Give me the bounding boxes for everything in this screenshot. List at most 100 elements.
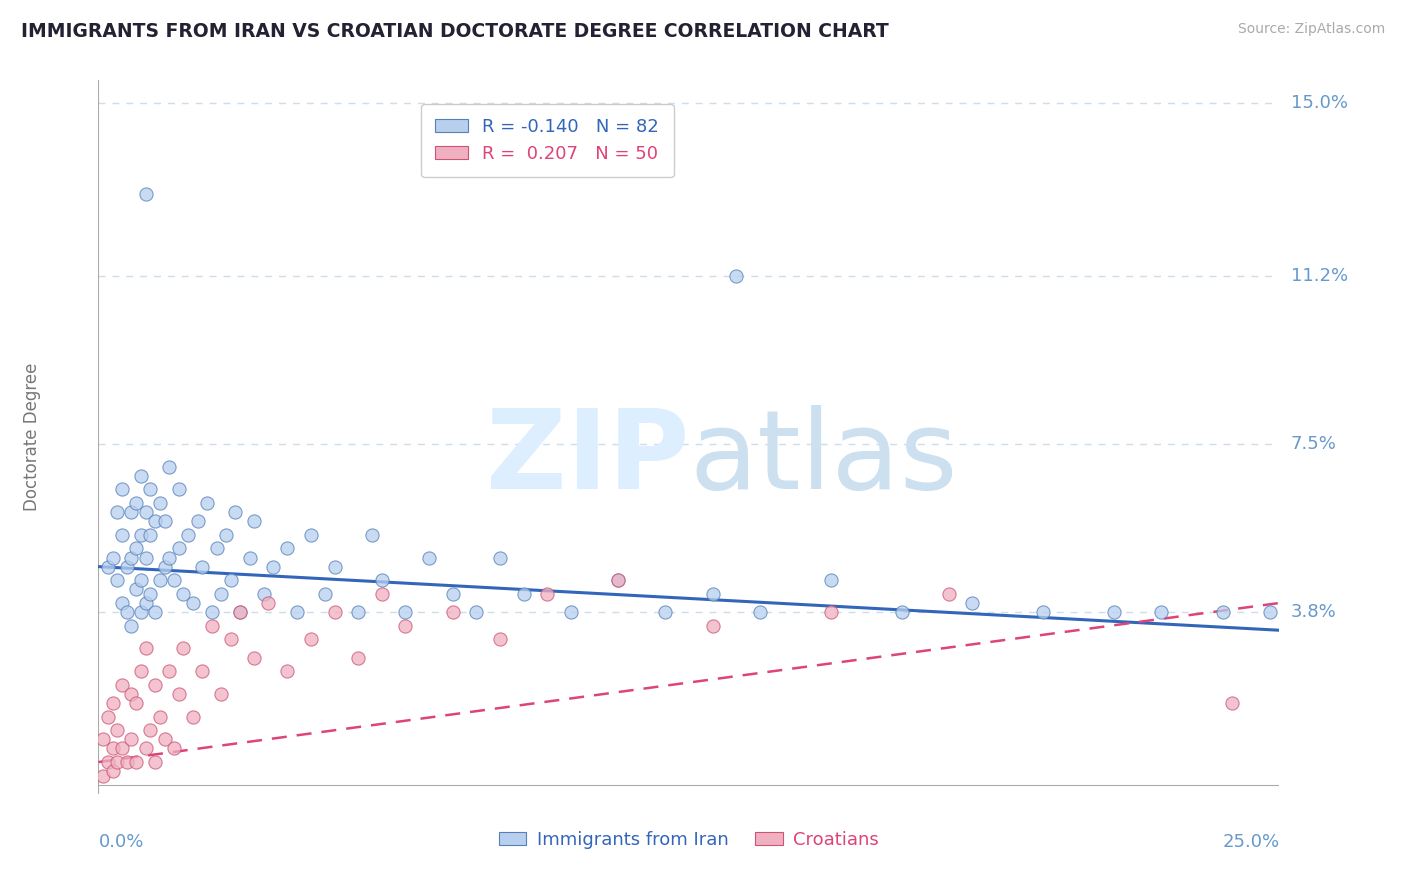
Point — [129, 528, 152, 542]
Point — [149, 574, 172, 588]
Point — [121, 550, 143, 565]
Point — [1102, 605, 1125, 619]
Point — [129, 574, 152, 588]
Point — [121, 687, 143, 701]
Point — [105, 755, 128, 769]
Point — [1150, 605, 1173, 619]
Point — [143, 755, 166, 769]
Point — [91, 732, 114, 747]
Point — [347, 650, 370, 665]
Point — [111, 678, 134, 692]
Point — [143, 514, 166, 528]
Point — [105, 505, 128, 519]
Point — [129, 605, 152, 619]
Point — [135, 741, 157, 756]
Point — [157, 459, 180, 474]
Point — [253, 587, 276, 601]
Point — [607, 574, 630, 588]
Point — [361, 528, 384, 542]
Point — [135, 596, 157, 610]
Point — [243, 514, 266, 528]
Point — [115, 755, 138, 769]
Text: 11.2%: 11.2% — [1291, 267, 1348, 285]
Point — [299, 528, 322, 542]
Point — [97, 559, 120, 574]
Point — [257, 596, 280, 610]
Point — [111, 741, 134, 756]
Point — [229, 605, 252, 619]
Point — [101, 764, 124, 779]
Point — [285, 605, 308, 619]
Point — [195, 496, 218, 510]
Point — [702, 618, 724, 632]
Point — [201, 605, 224, 619]
Point — [135, 641, 157, 656]
Point — [239, 550, 262, 565]
Point — [1032, 605, 1054, 619]
Point — [938, 587, 960, 601]
Point — [702, 587, 724, 601]
Point — [201, 618, 224, 632]
Point — [215, 528, 238, 542]
Point — [139, 483, 162, 497]
Point — [172, 641, 194, 656]
Point — [153, 514, 176, 528]
Point — [115, 559, 138, 574]
Point — [512, 587, 534, 601]
Point — [121, 618, 143, 632]
Point — [489, 632, 512, 647]
Point — [299, 632, 322, 647]
Point — [191, 559, 214, 574]
Point — [125, 582, 148, 597]
Point — [135, 505, 157, 519]
Text: IMMIGRANTS FROM IRAN VS CROATIAN DOCTORATE DEGREE CORRELATION CHART: IMMIGRANTS FROM IRAN VS CROATIAN DOCTORA… — [21, 22, 889, 41]
Point — [163, 574, 186, 588]
Point — [560, 605, 582, 619]
Point — [820, 605, 842, 619]
Point — [157, 664, 180, 678]
Point — [135, 550, 157, 565]
Text: Source: ZipAtlas.com: Source: ZipAtlas.com — [1237, 22, 1385, 37]
Point — [276, 664, 298, 678]
Point — [115, 605, 138, 619]
Point — [101, 550, 124, 565]
Point — [748, 605, 770, 619]
Point — [219, 632, 242, 647]
Point — [97, 709, 120, 723]
Text: 3.8%: 3.8% — [1291, 603, 1336, 621]
Point — [167, 687, 190, 701]
Point — [125, 496, 148, 510]
Point — [91, 769, 114, 783]
Point — [890, 605, 912, 619]
Point — [129, 468, 152, 483]
Point — [209, 587, 232, 601]
Point — [441, 587, 464, 601]
Text: 15.0%: 15.0% — [1291, 94, 1347, 112]
Point — [394, 618, 416, 632]
Point — [139, 528, 162, 542]
Point — [394, 605, 416, 619]
Point — [172, 587, 194, 601]
Point — [607, 574, 630, 588]
Point — [489, 550, 512, 565]
Point — [101, 696, 124, 710]
Point — [1212, 605, 1234, 619]
Point — [177, 528, 200, 542]
Point — [143, 678, 166, 692]
Point — [111, 483, 134, 497]
Point — [139, 723, 162, 738]
Point — [139, 587, 162, 601]
Point — [153, 559, 176, 574]
Text: ZIP: ZIP — [485, 405, 689, 512]
Point — [1220, 696, 1243, 710]
Point — [205, 541, 228, 556]
Point — [820, 574, 842, 588]
Point — [323, 605, 346, 619]
Point — [725, 268, 748, 283]
Point — [962, 596, 984, 610]
Point — [163, 741, 186, 756]
Point — [101, 741, 124, 756]
Point — [224, 505, 246, 519]
Point — [536, 587, 558, 601]
Point — [187, 514, 209, 528]
